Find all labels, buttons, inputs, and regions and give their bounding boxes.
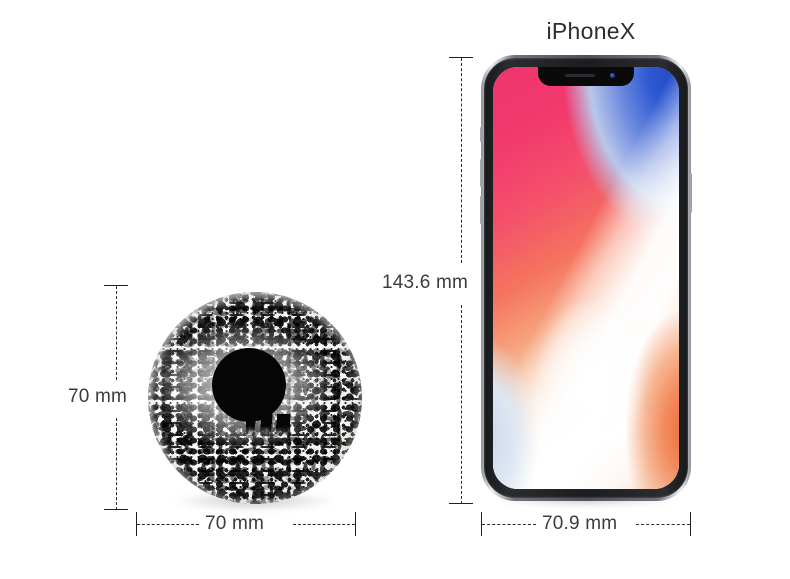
phone-screen	[493, 67, 679, 489]
disc-width-line-left	[137, 524, 199, 525]
disc-width-line-right	[293, 524, 355, 525]
phone-chrome-frame	[481, 55, 691, 501]
phone-width-cap-right	[690, 512, 691, 536]
phone-height-cap-bottom	[449, 503, 473, 504]
power-button[interactable]	[690, 173, 692, 213]
disc-height-cap-top	[104, 285, 128, 286]
phone-width-line-right	[636, 524, 690, 525]
phone-height-line-upper	[461, 58, 462, 263]
speaker-grille-icon	[565, 74, 595, 77]
volume-down-button[interactable]	[480, 196, 482, 224]
phone-height-line-lower	[461, 305, 462, 504]
disc-height-line-lower	[116, 418, 117, 510]
disc-width-cap-left	[136, 512, 137, 536]
silent-switch-button[interactable]	[480, 127, 482, 142]
disc-height-cap-bottom	[104, 509, 128, 510]
disc-width-cap-right	[355, 512, 356, 536]
phone-width-line-left	[482, 524, 536, 525]
phone-notch	[538, 67, 634, 86]
volume-up-button[interactable]	[480, 159, 482, 187]
phone-title: iPhoneX	[546, 18, 636, 44]
disc-width-label: 70 mm	[205, 513, 265, 534]
phone-width-cap-left	[481, 512, 482, 536]
phone-width-label: 70.9 mm	[542, 513, 618, 534]
phone-bezel	[484, 58, 688, 498]
iphone-x-product-image	[480, 55, 692, 507]
disc-height-label: 70 mm	[68, 386, 128, 407]
front-camera-icon	[610, 73, 615, 78]
disc-hole-speckle-tail	[246, 414, 290, 436]
speckled-disc-product-image	[148, 292, 362, 511]
wallpaper-center-glow	[493, 67, 679, 489]
disc-height-line-upper	[116, 286, 117, 380]
disc-center-hole	[212, 348, 286, 422]
disc-body	[148, 292, 362, 504]
phone-height-label: 143.6 mm	[382, 272, 469, 293]
phone-height-cap-top	[449, 57, 473, 58]
